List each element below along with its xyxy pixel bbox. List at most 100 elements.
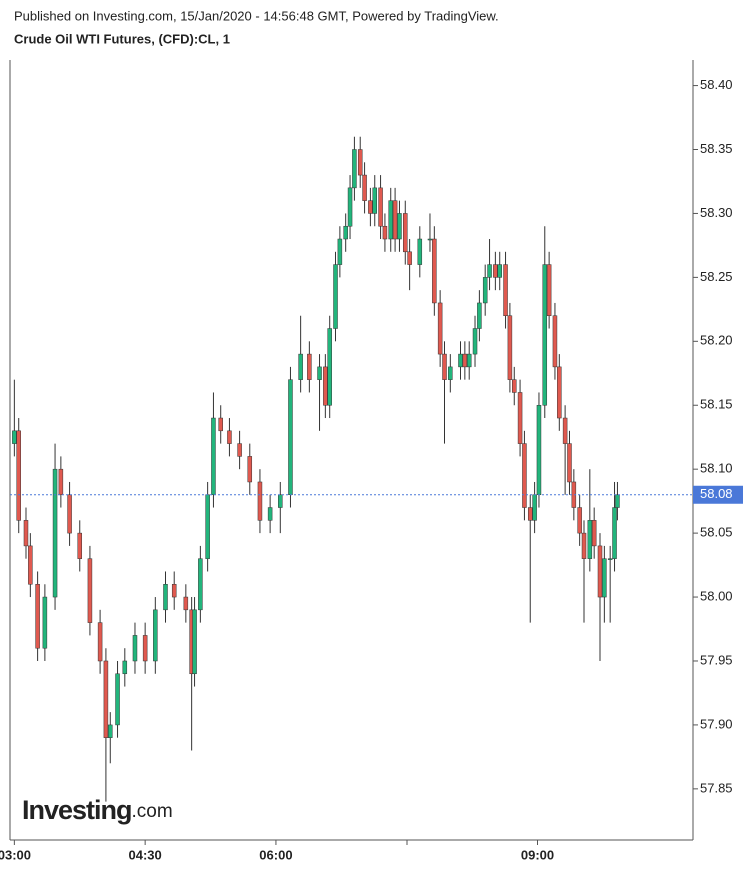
candle-body — [35, 584, 40, 649]
candle-body — [532, 494, 537, 521]
candle-body — [448, 366, 453, 380]
watermark-suffix: .com — [132, 801, 173, 822]
candle-body — [417, 238, 423, 265]
candle-body — [58, 468, 64, 496]
candle-body — [227, 430, 232, 444]
candle-body — [442, 353, 447, 380]
candle-body — [87, 558, 93, 623]
candle-body — [542, 264, 548, 406]
y-tick-label: 58.30 — [700, 205, 733, 220]
candle-body — [267, 507, 273, 521]
y-tick-label: 57.85 — [700, 780, 733, 795]
candle-body — [171, 584, 177, 598]
candle-body — [472, 328, 478, 355]
y-tick-label: 58.35 — [700, 141, 733, 156]
candle-body — [512, 379, 517, 393]
candle-body — [108, 724, 113, 738]
candle-body — [536, 404, 542, 496]
candle-body — [23, 520, 29, 547]
x-tick-label: 06:00 — [259, 847, 292, 862]
candle-body — [198, 558, 203, 611]
candle-body — [507, 315, 513, 380]
y-tick-label: 57.90 — [700, 716, 733, 731]
candle-body — [615, 494, 620, 508]
candle-body — [392, 200, 398, 240]
candle-body — [205, 494, 210, 559]
y-tick-label: 58.05 — [700, 525, 733, 540]
x-tick-label: 03:00 — [0, 847, 31, 862]
candle-body — [288, 379, 293, 496]
candle-body — [67, 494, 72, 534]
candle-body — [503, 264, 508, 316]
candle-body — [163, 584, 168, 611]
candle-body — [581, 532, 587, 559]
y-tick-label: 58.40 — [700, 77, 733, 92]
y-tick-label: 58.15 — [700, 397, 733, 412]
candle-body — [317, 366, 322, 380]
candle-body — [192, 609, 197, 675]
candle-body — [517, 392, 523, 444]
candle-body — [397, 213, 402, 240]
candle-body — [132, 635, 138, 662]
candle-body — [407, 251, 412, 265]
candle-body — [462, 353, 468, 368]
candle-body — [362, 174, 367, 201]
candle-body — [591, 520, 597, 547]
candle-body — [493, 264, 498, 278]
candle-body — [327, 328, 332, 406]
y-tick-label: 57.95 — [700, 652, 733, 667]
candle-body — [577, 507, 582, 534]
last-price-label: 58.08 — [700, 486, 733, 501]
candle-body — [437, 302, 443, 355]
candle-body — [552, 315, 558, 368]
candle-body — [142, 635, 148, 662]
chart-title: Crude Oil WTI Futures, (CFD):CL, 1 — [14, 31, 230, 46]
candle-body — [522, 443, 527, 508]
x-tick-label: 09:00 — [521, 847, 554, 862]
candle-body — [487, 264, 492, 278]
plot-area — [12, 136, 620, 802]
candle-body — [153, 609, 158, 662]
candle-body — [16, 430, 21, 521]
candle-body — [557, 366, 562, 419]
candle-body — [546, 264, 552, 316]
candle-body — [333, 264, 338, 329]
candle-body — [477, 302, 482, 329]
candle-body — [612, 507, 617, 559]
candle-body — [52, 468, 58, 598]
y-tick-label: 58.10 — [700, 461, 733, 476]
candle-body — [42, 596, 48, 649]
candle-body — [337, 238, 343, 265]
published-note: Published on Investing.com, 15/Jan/2020 … — [14, 8, 499, 23]
candle-body — [97, 622, 103, 662]
candle-body — [218, 417, 223, 432]
candle-body — [602, 558, 607, 598]
last-price-box — [693, 485, 743, 504]
candle-body — [466, 353, 472, 368]
candle-body — [378, 187, 383, 227]
candle-body — [427, 238, 433, 241]
candle-body — [278, 494, 283, 508]
candle-body — [352, 149, 357, 189]
candle-body — [597, 545, 603, 598]
candle-body — [587, 520, 593, 559]
candle-body — [237, 443, 242, 457]
candle-body — [403, 213, 408, 253]
candle-body — [607, 558, 613, 560]
candle-body — [357, 149, 363, 176]
candle-body — [247, 456, 253, 483]
candle-body — [368, 200, 373, 214]
candle-body — [257, 481, 263, 521]
y-tick-label: 58.00 — [700, 588, 733, 603]
candle-body — [458, 353, 463, 368]
candle-body — [298, 353, 303, 380]
x-tick-label: 04:30 — [129, 847, 162, 862]
y-tick-label: 58.20 — [700, 333, 733, 348]
candle-body — [432, 238, 437, 304]
candle-body — [12, 430, 17, 444]
candle-body — [482, 277, 488, 304]
candle-body — [103, 660, 109, 738]
candle-body — [122, 660, 128, 675]
